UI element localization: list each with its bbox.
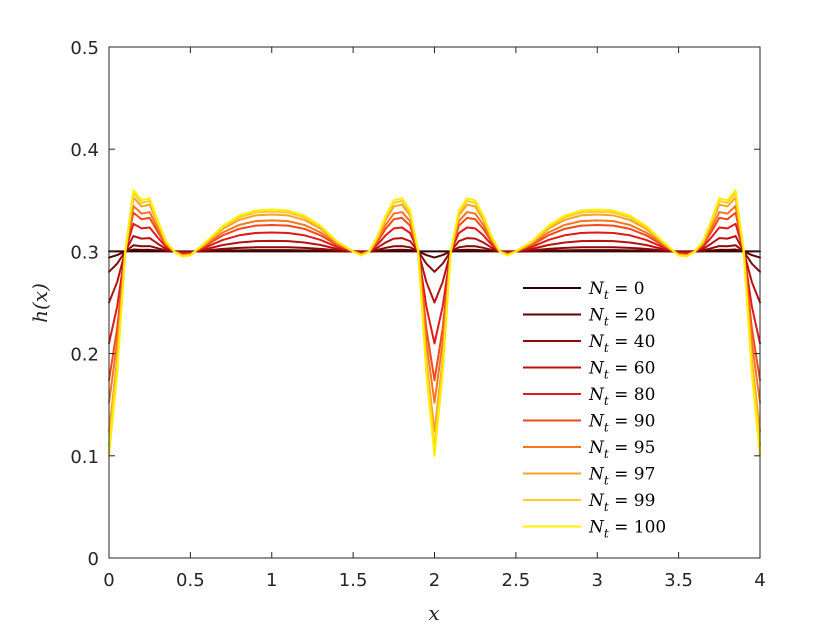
- legend-item: Nt = 0: [523, 279, 645, 302]
- y-tick-label: 0.1: [70, 447, 99, 468]
- y-tick-label: 0.2: [70, 345, 99, 366]
- legend-label: Nt = 80: [588, 385, 655, 408]
- legend-item: Nt = 99: [523, 491, 655, 514]
- y-axis-label: h(x): [28, 283, 52, 323]
- legend-item: Nt = 100: [523, 518, 666, 541]
- y-tick-label: 0.3: [70, 242, 99, 263]
- y-tick-label: 0: [88, 549, 99, 570]
- legend-label: Nt = 40: [588, 332, 655, 355]
- y-tick-label: 0.4: [70, 140, 99, 161]
- legend-item: Nt = 95: [523, 438, 655, 461]
- series-layer: [108, 189, 761, 457]
- x-tick-label: 0.5: [176, 570, 205, 591]
- y-tick-label: 0.5: [70, 38, 99, 59]
- legend-label: Nt = 90: [588, 412, 655, 435]
- x-tick-label: 2.5: [502, 570, 531, 591]
- x-axis-label: x: [428, 601, 439, 625]
- legend-label: Nt = 99: [588, 491, 655, 514]
- legend: Nt = 0 Nt = 20 Nt = 40 Nt = 60 Nt = 80 Nt = 9…: [523, 279, 666, 541]
- legend-item: Nt = 90: [523, 412, 655, 435]
- axes: [108, 46, 761, 559]
- x-tick-label: 1: [266, 570, 277, 591]
- tick-labels: 0 0.5 1 1.5 2 2.5 3 3.5 4 0 0.1 0.2 0.3 0.4 0.5: [70, 38, 765, 591]
- x-tick-label: 3.5: [664, 570, 693, 591]
- legend-label: Nt = 95: [588, 438, 655, 461]
- legend-label: Nt = 100: [588, 518, 666, 541]
- legend-item: Nt = 97: [523, 465, 655, 488]
- legend-label: Nt = 20: [588, 306, 655, 329]
- legend-label: Nt = 60: [588, 359, 655, 382]
- legend-item: Nt = 60: [523, 359, 655, 382]
- x-tick-label: 1.5: [339, 570, 368, 591]
- legend-item: Nt = 40: [523, 332, 655, 355]
- legend-label: Nt = 97: [588, 465, 655, 488]
- legend-label: Nt = 0: [588, 279, 645, 302]
- series-line-9: [108, 189, 761, 457]
- x-tick-label: 3: [592, 570, 603, 591]
- x-tick-label: 0: [103, 570, 114, 591]
- x-tick-label: 2: [429, 570, 440, 591]
- x-tick-label: 4: [754, 570, 765, 591]
- legend-item: Nt = 80: [523, 385, 655, 408]
- legend-item: Nt = 20: [523, 306, 655, 329]
